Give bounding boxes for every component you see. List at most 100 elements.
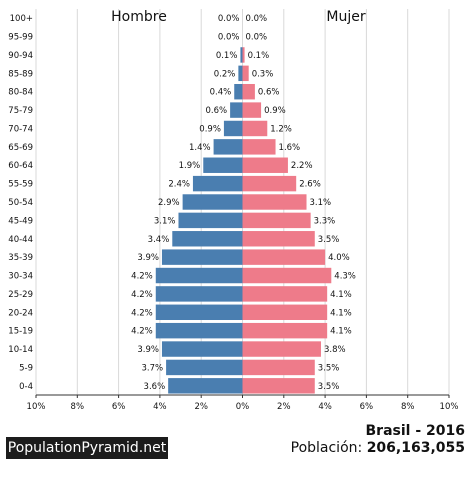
label-mujer: 3.1% (310, 198, 332, 208)
label-mujer: 0.3% (252, 69, 274, 79)
bar-mujer (242, 378, 315, 394)
age-label: 10-14 (8, 345, 33, 355)
x-tick-label: 2% (194, 402, 208, 412)
label-hombre: 4.2% (131, 272, 153, 282)
label-mujer: 4.1% (330, 290, 352, 300)
age-label: 60-64 (8, 161, 33, 171)
label-mujer: 4.1% (330, 308, 352, 318)
bar-hombre (192, 175, 243, 192)
label-hombre: 4.2% (131, 308, 153, 318)
label-mujer: 0.0% (246, 14, 268, 24)
age-label: 5-9 (19, 363, 33, 373)
x-tick-label: 10% (440, 402, 459, 412)
bar-mujer (242, 175, 297, 192)
x-tick-label: 10% (27, 402, 46, 412)
age-label: 15-19 (8, 327, 33, 337)
label-hombre: 0.0% (218, 14, 240, 24)
age-label: 55-59 (8, 180, 33, 190)
bar-hombre (230, 102, 243, 118)
bar-mujer (242, 304, 328, 321)
bar-mujer (242, 249, 326, 265)
bar-hombre (203, 157, 243, 173)
label-hombre: 3.9% (137, 345, 159, 355)
bar-mujer (242, 341, 321, 357)
age-label: 30-34 (8, 272, 33, 282)
bar-hombre (161, 249, 243, 265)
label-mujer: 3.3% (314, 216, 336, 226)
label-hombre: 3.9% (137, 253, 159, 263)
bar-mujer (242, 286, 328, 302)
country-year: Brasil - 2016 (365, 423, 465, 439)
age-label: 75-79 (8, 106, 33, 116)
label-mujer: 2.2% (291, 161, 313, 171)
bar-hombre (168, 378, 243, 394)
bar-mujer (242, 359, 315, 376)
label-hombre: 4.2% (131, 290, 153, 300)
label-hombre: 3.7% (141, 363, 163, 373)
label-mujer: 3.5% (318, 382, 340, 392)
bar-hombre (166, 359, 243, 376)
bar-hombre (155, 267, 243, 284)
label-hombre: 1.9% (179, 161, 201, 171)
bar-mujer (242, 212, 311, 229)
label-mujer: 3.5% (318, 235, 340, 245)
series-heading-mujer: Mujer (326, 9, 365, 25)
age-label: 45-49 (8, 216, 33, 226)
bar-mujer (242, 83, 255, 100)
x-tick-label: 6% (360, 402, 374, 412)
label-hombre: 3.6% (144, 382, 166, 392)
bar-mujer (242, 120, 268, 137)
age-label: 85-89 (8, 69, 33, 79)
bar-mujer (242, 267, 332, 284)
bar-mujer (242, 47, 245, 63)
label-mujer: 4.1% (330, 327, 352, 337)
x-tick-label: 8% (401, 402, 415, 412)
age-label: 20-24 (8, 308, 33, 318)
label-mujer: 4.0% (328, 253, 350, 263)
bar-hombre (234, 83, 243, 100)
bar-hombre (213, 139, 243, 155)
label-mujer: 3.8% (324, 345, 346, 355)
age-label: 90-94 (8, 51, 33, 61)
age-label: 35-39 (8, 253, 33, 263)
population-pyramid-chart: 100+ 0.0% 0.0% 95-99 0.0% 0.0% 90-94 0.1% 0.1% 85… (8, 9, 459, 412)
bar-mujer (242, 157, 288, 173)
bar-mujer (242, 322, 328, 339)
x-tick-label: 8% (71, 402, 85, 412)
bar-mujer (242, 194, 307, 210)
series-heading-hombre: Hombre (111, 9, 167, 25)
label-hombre: 0.9% (199, 124, 221, 134)
label-hombre: 1.4% (189, 143, 211, 153)
population-line: Población: 206,163,055 (291, 440, 465, 456)
age-label: 40-44 (8, 235, 33, 245)
brand-logo[interactable]: PopulationPyramid.net (6, 437, 168, 459)
x-tick-label: 6% (112, 402, 126, 412)
label-mujer: 2.6% (299, 180, 321, 190)
label-hombre: 0.6% (206, 106, 228, 116)
age-label: 65-69 (8, 143, 33, 153)
population-value: 206,163,055 (366, 440, 465, 456)
label-mujer: 3.5% (318, 363, 340, 373)
label-mujer: 1.2% (270, 124, 292, 134)
label-hombre: 0.0% (218, 33, 240, 43)
label-hombre: 0.1% (216, 51, 238, 61)
age-label: 50-54 (8, 198, 33, 208)
bar-mujer (242, 139, 276, 155)
age-label: 95-99 (8, 33, 33, 43)
bar-hombre (161, 341, 243, 357)
bar-hombre (238, 65, 243, 82)
age-label: 0-4 (19, 382, 33, 392)
bar-hombre (182, 194, 243, 210)
bar-hombre (178, 212, 243, 229)
label-hombre: 3.4% (148, 235, 170, 245)
x-tick-label: 2% (277, 402, 291, 412)
age-label: 70-74 (8, 124, 33, 134)
label-mujer: 4.3% (334, 272, 356, 282)
bar-mujer (242, 231, 315, 247)
label-hombre: 2.9% (158, 198, 180, 208)
label-mujer: 0.6% (258, 88, 280, 98)
age-label: 100+ (10, 14, 33, 24)
age-label: 80-84 (8, 88, 33, 98)
label-mujer: 0.1% (248, 51, 270, 61)
x-tick-label: 4% (153, 402, 167, 412)
